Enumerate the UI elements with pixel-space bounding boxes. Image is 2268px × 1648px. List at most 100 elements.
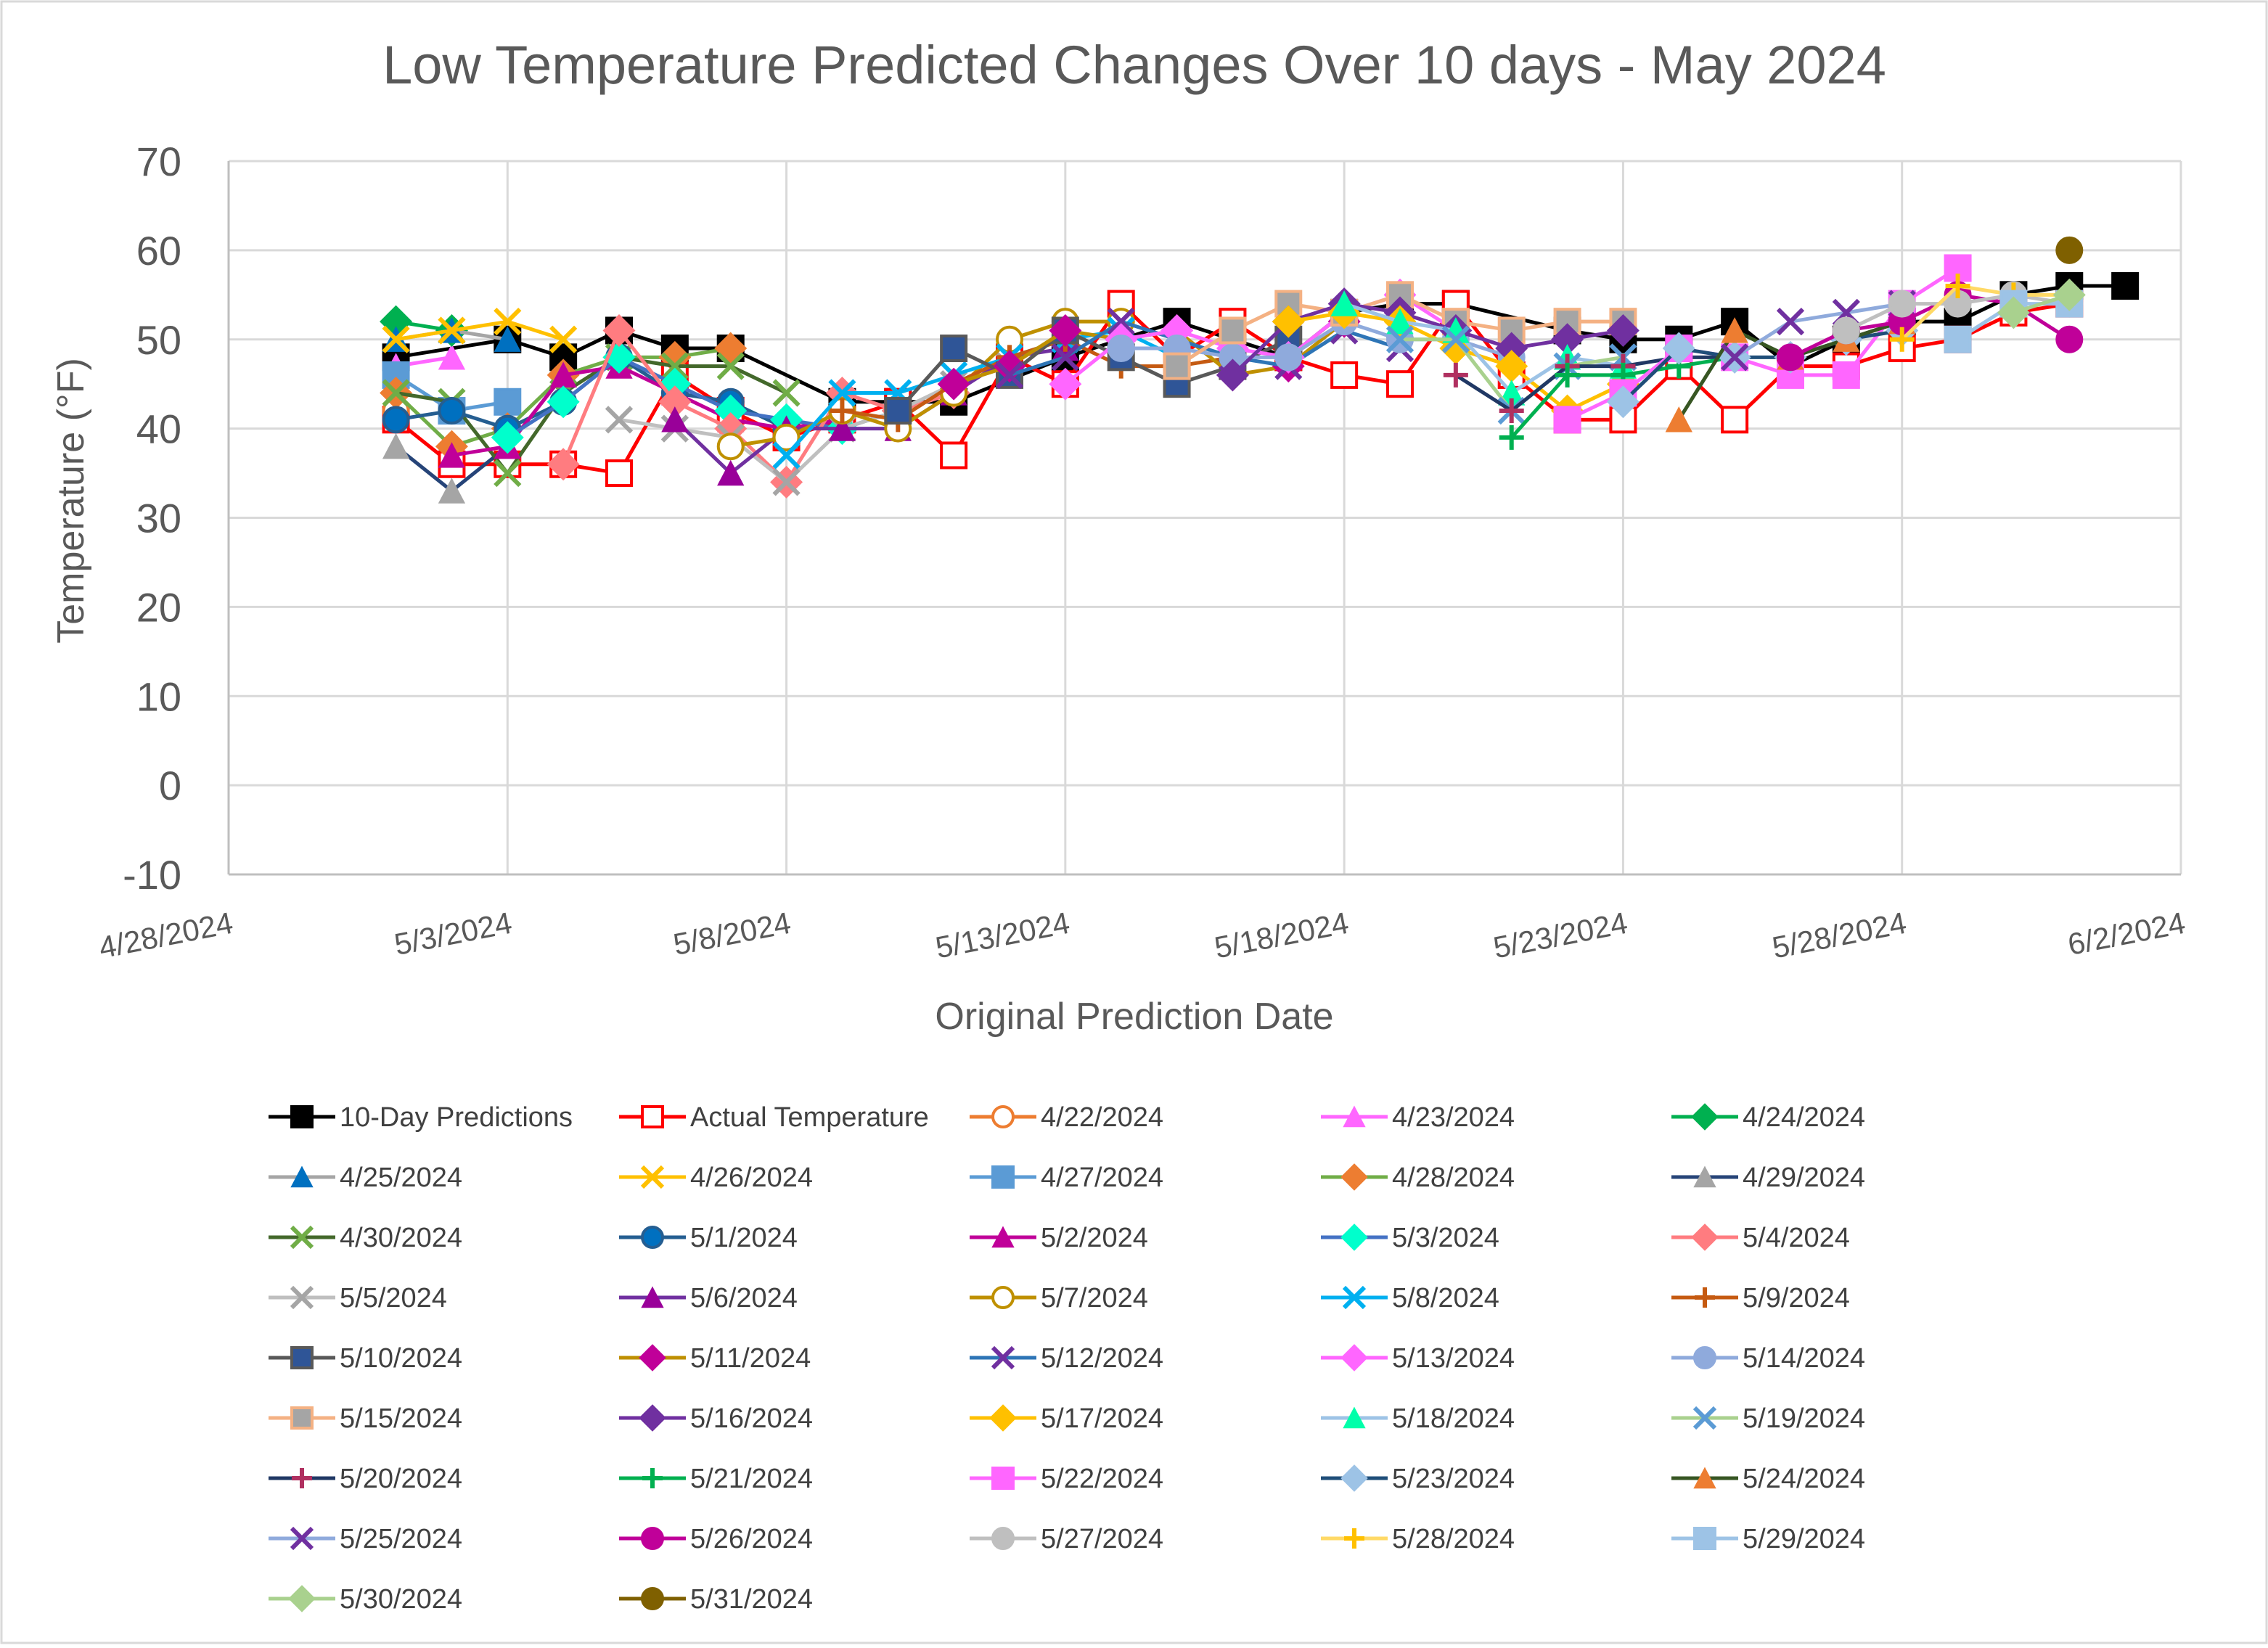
- legend-label: 5/28/2024: [1392, 1524, 1515, 1554]
- data-point: [1889, 327, 1915, 352]
- legend-item: 5/27/2024: [970, 1524, 1163, 1554]
- legend-marker: [288, 1585, 316, 1612]
- data-point: [716, 352, 745, 380]
- legend-label: 5/21/2024: [690, 1464, 813, 1494]
- legend-item: 5/24/2024: [1671, 1464, 1865, 1494]
- data-point: [605, 406, 634, 434]
- legend-label: 5/25/2024: [340, 1524, 462, 1554]
- legend-marker: [1340, 1464, 1368, 1492]
- legend-label: 5/29/2024: [1743, 1524, 1865, 1554]
- legend-label: 5/11/2024: [690, 1343, 811, 1374]
- legend-marker: [290, 1105, 314, 1128]
- y-tick-label: 70: [136, 139, 181, 184]
- legend-item: 5/14/2024: [1671, 1343, 1865, 1374]
- data-point: [1386, 308, 1414, 335]
- legend-marker: [989, 1404, 1017, 1432]
- legend-label: 5/5/2024: [340, 1283, 447, 1313]
- legend-item: 5/16/2024: [619, 1403, 813, 1434]
- legend-label: 4/23/2024: [1392, 1102, 1515, 1133]
- legend-item: 5/15/2024: [269, 1403, 462, 1434]
- data-point: [1606, 313, 1639, 347]
- legend-marker: [991, 1345, 1015, 1370]
- data-point: [1163, 352, 1191, 380]
- data-point: [1441, 325, 1470, 353]
- legend-marker: [290, 1526, 314, 1551]
- legend-label: 5/17/2024: [1041, 1403, 1163, 1434]
- y-tick-label: -10: [123, 852, 181, 898]
- data-point: [995, 361, 1024, 390]
- data-point: [2055, 236, 2084, 264]
- data-point: [1945, 274, 1970, 299]
- legend-item: 5/3/2024: [1321, 1223, 1499, 1253]
- legend-marker: [641, 1587, 664, 1610]
- legend-item: 4/23/2024: [1321, 1102, 1515, 1133]
- data-point: [772, 441, 801, 470]
- data-point: [940, 335, 968, 363]
- x-axis-label: Original Prediction Date: [935, 996, 1333, 1038]
- data-point: [2052, 278, 2086, 311]
- data-point: [1721, 343, 1749, 372]
- legend-item: 5/25/2024: [269, 1524, 462, 1554]
- data-point: [1386, 370, 1414, 398]
- legend-label: 5/7/2024: [1041, 1283, 1148, 1313]
- data-point: [940, 441, 968, 470]
- y-tick-label: 30: [136, 496, 181, 541]
- data-point: [438, 397, 466, 425]
- legend-label: 5/13/2024: [1392, 1343, 1515, 1374]
- legend-marker: [1691, 1223, 1719, 1251]
- y-axis-label: Temperature (°F): [50, 358, 92, 644]
- data-point: [382, 406, 410, 434]
- legend-item: 5/23/2024: [1321, 1464, 1515, 1494]
- legend-label: 5/31/2024: [690, 1584, 813, 1615]
- data-point: [1443, 362, 1468, 388]
- chart-title: Low Temperature Predicted Changes Over 1…: [382, 35, 1886, 95]
- legend-marker: [290, 1165, 314, 1188]
- legend-label: 4/28/2024: [1392, 1163, 1515, 1193]
- data-point: [937, 367, 970, 401]
- legend-item: 5/22/2024: [970, 1464, 1163, 1494]
- gridlines: [227, 160, 2182, 876]
- legend-item: 5/8/2024: [1321, 1283, 1499, 1313]
- legend-marker: [290, 1406, 314, 1430]
- data-point: [549, 325, 578, 353]
- legend-item: 5/9/2024: [1671, 1283, 1850, 1313]
- legend-label: 5/14/2024: [1743, 1343, 1865, 1374]
- y-tick-label: 20: [136, 584, 181, 630]
- legend-label: 10-Day Predictions: [340, 1102, 573, 1133]
- data-point: [491, 421, 524, 454]
- data-point: [1107, 335, 1135, 363]
- data-point: [1499, 425, 1524, 450]
- data-point: [1721, 406, 1749, 434]
- data-point: [1049, 367, 1082, 401]
- legend-marker: [1344, 1528, 1364, 1549]
- legend-item: 5/28/2024: [1321, 1524, 1515, 1554]
- legend-label: 5/9/2024: [1743, 1283, 1850, 1313]
- legend-item: Actual Temperature: [619, 1102, 929, 1133]
- legend-label: 5/18/2024: [1392, 1403, 1515, 1434]
- legend-item: 5/7/2024: [970, 1283, 1148, 1313]
- legend-label: 4/27/2024: [1041, 1163, 1163, 1193]
- data-point: [1721, 317, 1748, 343]
- data-point: [494, 388, 522, 416]
- legend-label: 5/30/2024: [340, 1584, 462, 1615]
- legend-marker: [991, 1286, 1015, 1309]
- legend-label: 4/29/2024: [1743, 1163, 1865, 1193]
- legend-marker: [1693, 1467, 1716, 1489]
- legend-label: 5/4/2024: [1743, 1223, 1850, 1253]
- data-point: [1051, 343, 1079, 372]
- data-point: [494, 308, 522, 336]
- data-point: [660, 352, 689, 380]
- data-point: [2111, 272, 2140, 300]
- legend-marker: [1693, 1165, 1716, 1188]
- data-point: [1832, 361, 1860, 389]
- legend-label: 5/1/2024: [690, 1223, 798, 1253]
- series-layer: [380, 236, 2140, 504]
- y-tick-label: 10: [136, 673, 181, 719]
- data-point: [438, 344, 466, 370]
- data-point: [1609, 406, 1637, 434]
- legend-marker: [1340, 1223, 1368, 1251]
- legend-marker: [1343, 1406, 1366, 1429]
- legend-marker: [1692, 1406, 1717, 1430]
- series-41: [2055, 236, 2084, 264]
- data-point: [1665, 406, 1692, 433]
